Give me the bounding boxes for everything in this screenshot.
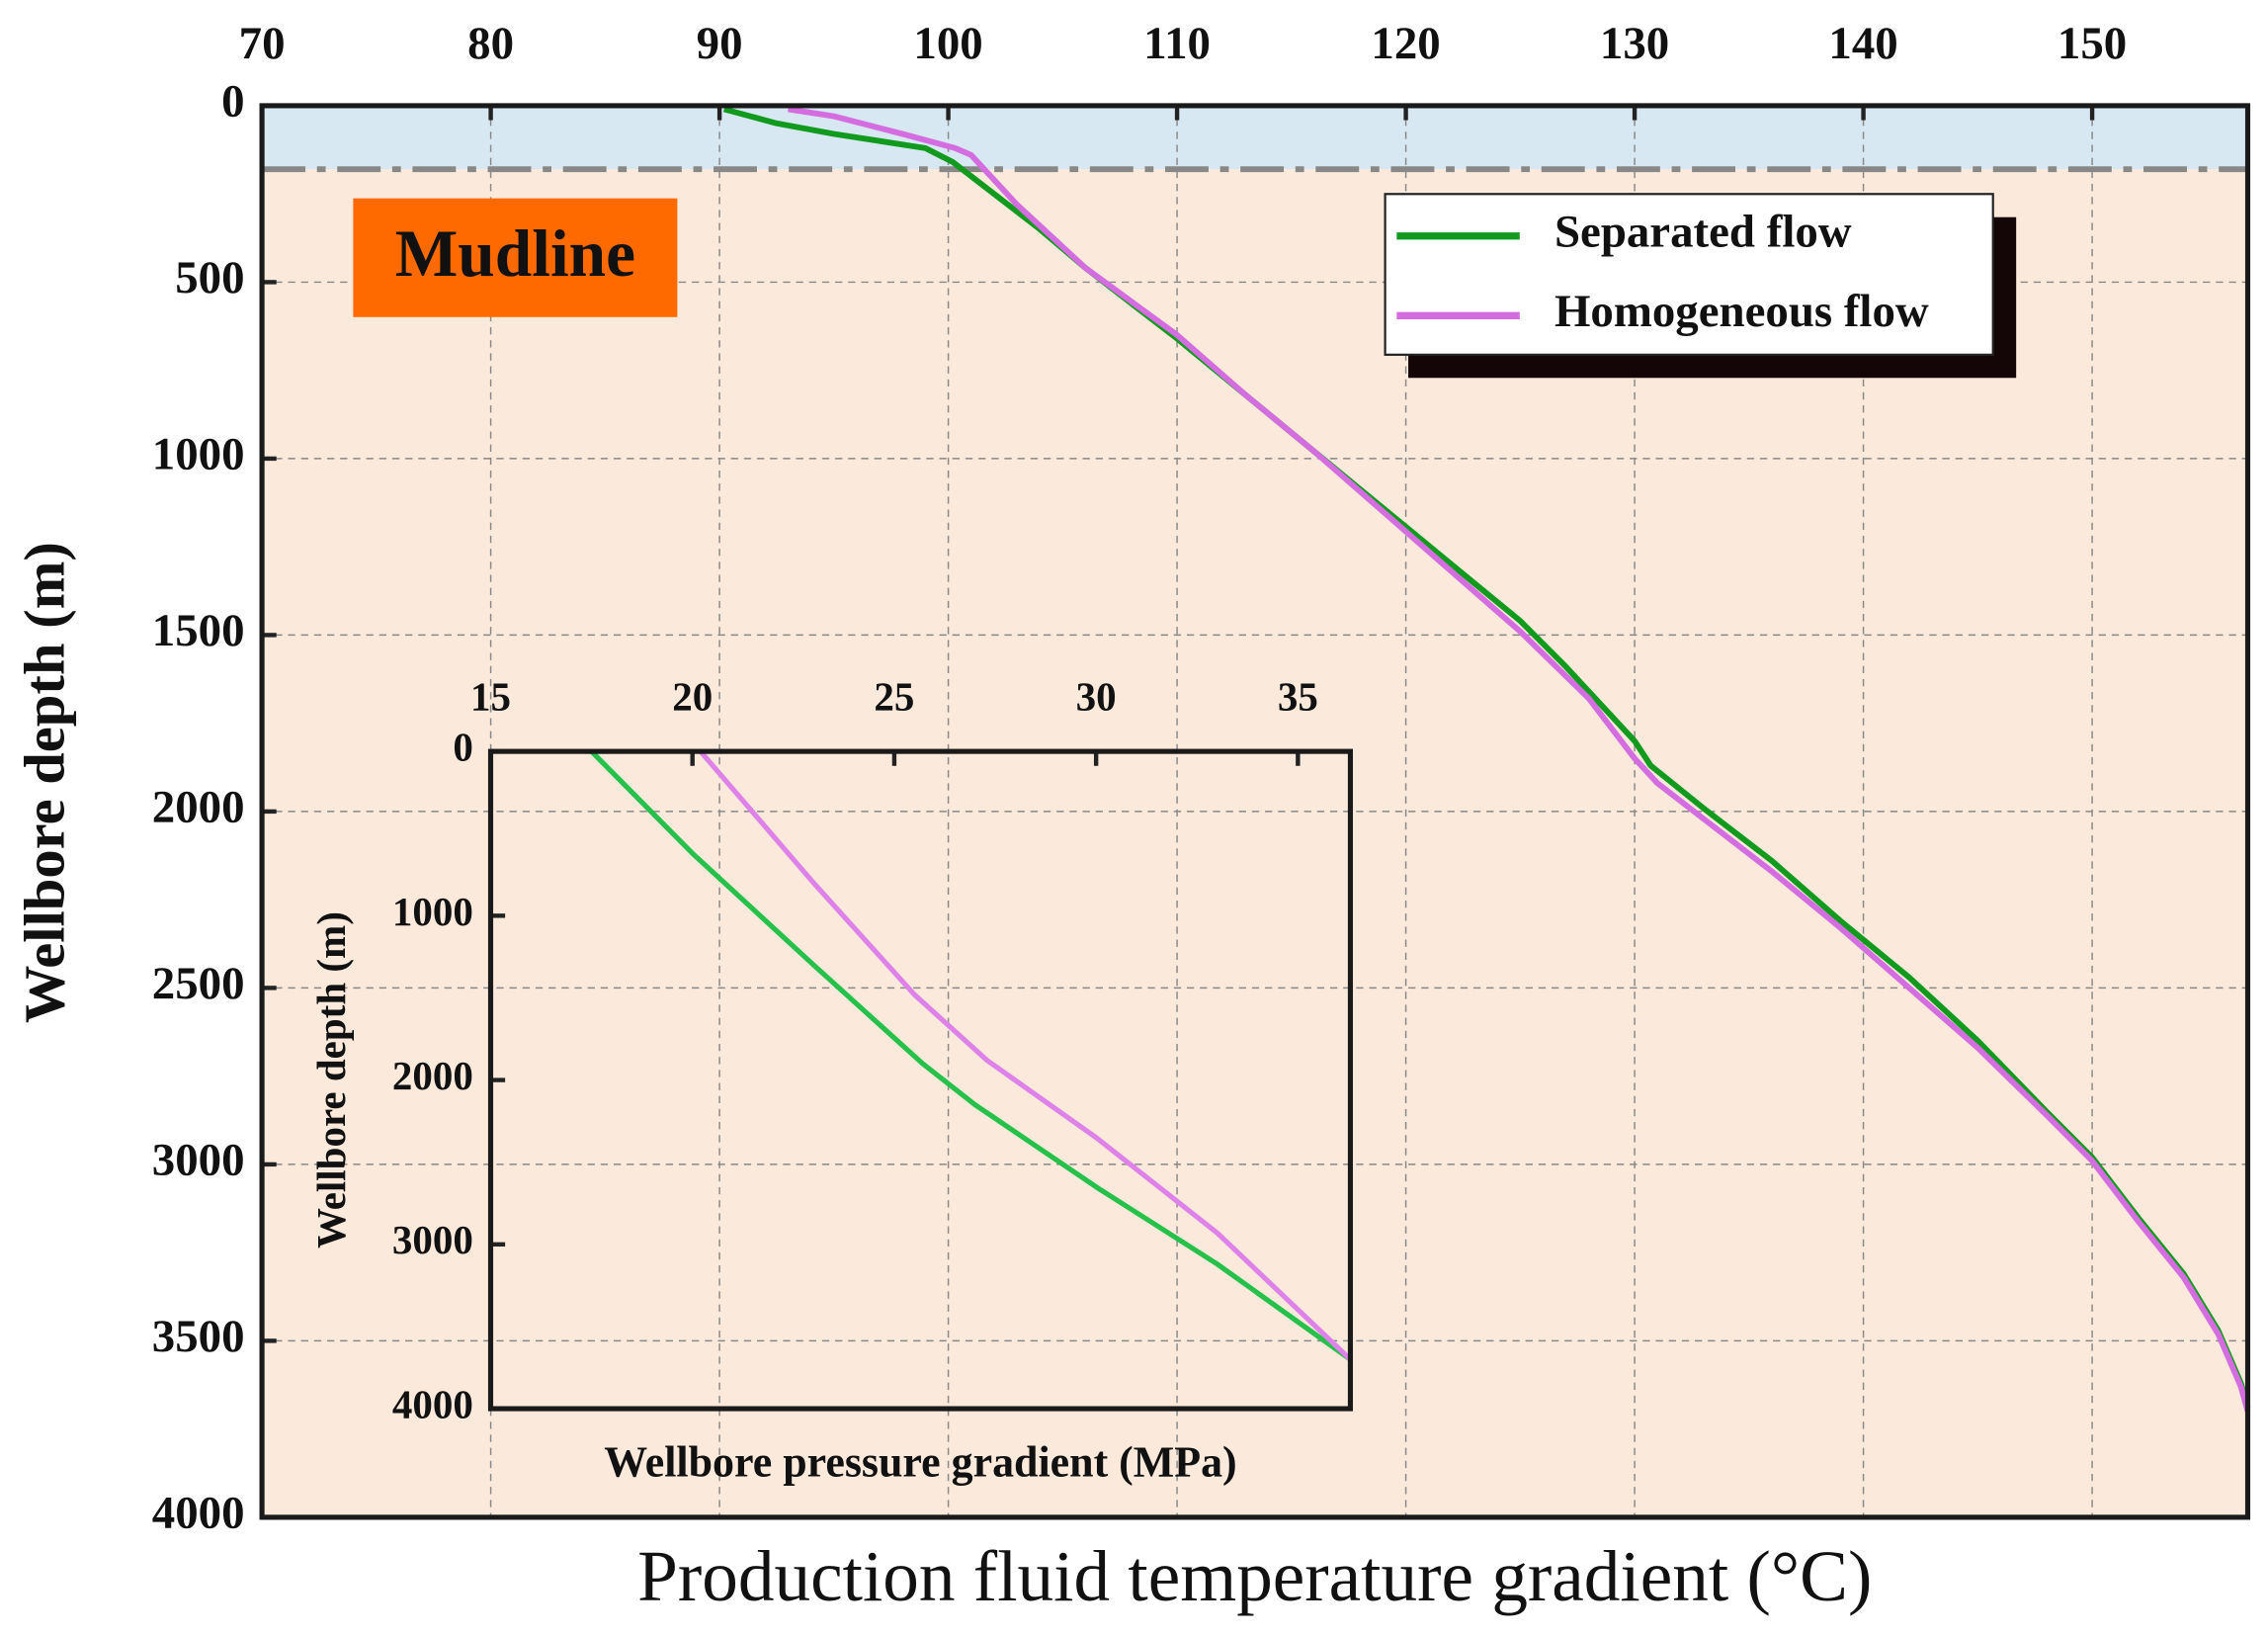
x-tick-label: 140	[1828, 18, 1897, 69]
annotation: Mudline	[395, 216, 635, 291]
legend-label: Homogeneous flow	[1554, 286, 1929, 337]
sea-region	[262, 105, 2248, 170]
x-tick-label: 70	[239, 18, 286, 69]
x-tick-label: 20	[672, 673, 713, 719]
x-tick-label: 15	[470, 673, 511, 719]
x-tick-label: 110	[1143, 18, 1211, 69]
series-line	[788, 106, 2251, 1413]
y-axis-label: Wellbore depth (m)	[308, 911, 354, 1249]
annotation-box	[353, 198, 678, 317]
y-tick-label: 3000	[152, 1135, 245, 1186]
y-tick-label: 3500	[152, 1311, 245, 1362]
legend-box	[1384, 193, 1994, 356]
x-tick-label: 100	[913, 18, 982, 69]
x-tick-label: 35	[1278, 673, 1318, 719]
legend-label: Separated flow	[1554, 206, 1852, 257]
y-tick-label: 0	[221, 76, 244, 128]
x-tick-label: 80	[467, 18, 514, 69]
y-tick-label: 1000	[152, 429, 245, 480]
x-tick-label: 120	[1371, 18, 1440, 69]
y-tick-label: 0	[453, 725, 472, 770]
y-axis-label: Wellbore depth (m)	[13, 542, 77, 1023]
y-tick-label: 2000	[392, 1053, 473, 1098]
x-tick-label: 90	[697, 18, 743, 69]
x-axis-label: Wellbore pressure gradient (MPa)	[604, 1438, 1236, 1487]
y-tick-label: 1000	[392, 889, 473, 934]
y-tick-label: 4000	[392, 1381, 473, 1426]
x-tick-label: 130	[1600, 18, 1669, 69]
x-axis-label: Production fluid temperature gradient (°…	[637, 1536, 1872, 1616]
y-tick-label: 2500	[152, 958, 245, 1009]
x-tick-label: 150	[2058, 18, 2127, 69]
x-tick-label: 30	[1076, 673, 1117, 719]
y-tick-label: 2000	[152, 782, 245, 833]
plot-frame	[259, 103, 2251, 1520]
plot-frame	[487, 748, 1354, 1412]
y-tick-label: 1500	[152, 605, 245, 656]
x-tick-label: 25	[874, 673, 914, 719]
y-tick-label: 4000	[152, 1488, 245, 1539]
y-tick-label: 500	[175, 252, 244, 303]
series-line	[589, 749, 1352, 1362]
y-tick-label: 3000	[392, 1217, 473, 1262]
series-line	[698, 749, 1353, 1362]
